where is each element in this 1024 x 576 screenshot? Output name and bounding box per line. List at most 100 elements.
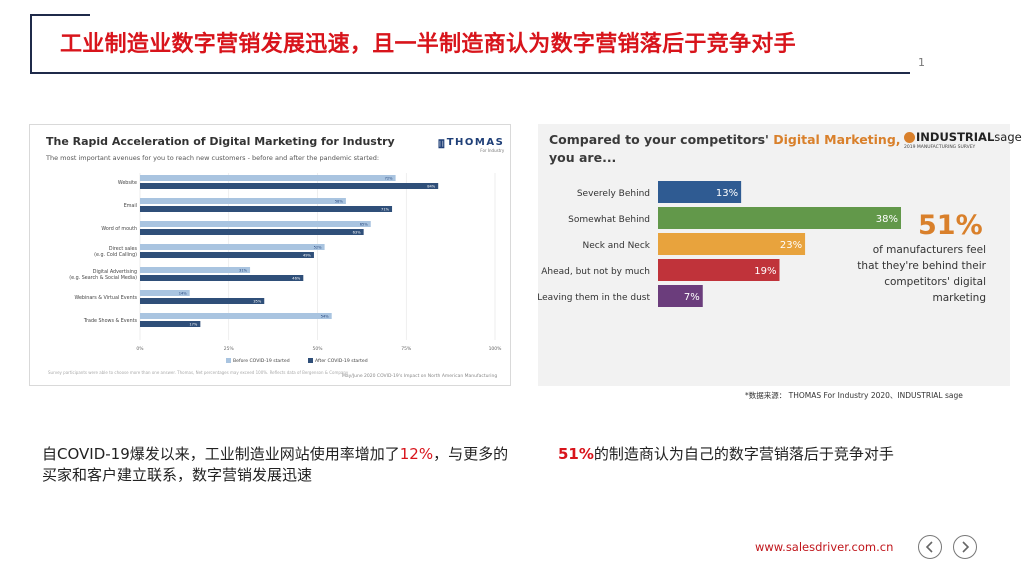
bar-value-label: 35% xyxy=(253,300,262,304)
category-label: Neck and Neck xyxy=(582,241,650,251)
chevron-left-icon xyxy=(925,541,933,553)
thomas-chart: 0% 25% 50% 75% 100% Website 72% 84% Email 58% 71% W… xyxy=(69,173,503,364)
category-label: Email xyxy=(124,203,137,209)
bar-value-label: 17% xyxy=(189,323,198,327)
legend-label: After COVID-19 started xyxy=(315,358,368,364)
x-tick-label: 0% xyxy=(136,346,144,352)
bar-value-label: 38% xyxy=(876,214,898,225)
category-label: (e.g. Cold Calling) xyxy=(94,252,137,258)
bar-value-label: 14% xyxy=(179,292,188,296)
caption-right-highlight: 51% xyxy=(558,445,594,463)
bar-value-label: 65% xyxy=(360,223,369,227)
bar-value-label: 63% xyxy=(353,231,362,235)
gear-icon xyxy=(904,131,915,143)
category-label: Ahead, but not by much xyxy=(541,267,650,277)
bar xyxy=(140,290,190,296)
bar-value-label: 7% xyxy=(684,292,700,303)
bar-value-label: 13% xyxy=(716,188,738,199)
category-label: Word of mouth xyxy=(101,226,137,232)
isage-title-prefix: Compared to your competitors' xyxy=(549,132,774,147)
category-label: Severely Behind xyxy=(577,189,650,199)
isage-logo-light: sage xyxy=(994,130,1022,144)
title-frame-left xyxy=(30,14,32,72)
bar xyxy=(140,198,346,204)
bar-value-label: 58% xyxy=(335,200,344,204)
thomas-logo-text: THOMAS xyxy=(446,137,505,148)
page-number: 1 xyxy=(918,56,925,69)
thomas-logo-sub: For Industry xyxy=(480,148,505,153)
category-label: Trade Shows & Events xyxy=(83,318,138,324)
isage-title-highlight: Digital Marketing, xyxy=(773,132,901,147)
thomas-logo: ⫾⫾ THOMAS For Industry xyxy=(438,137,504,153)
bar-value-label: 49% xyxy=(303,254,312,258)
bar xyxy=(140,221,371,227)
thomas-chart-title: The Rapid Acceleration of Digital Market… xyxy=(46,135,395,148)
x-tick-label: 50% xyxy=(312,346,323,352)
legend-swatch xyxy=(226,358,231,363)
bar xyxy=(140,252,314,258)
title-frame-top xyxy=(30,14,90,16)
bar xyxy=(140,267,251,273)
category-label: Website xyxy=(118,180,137,186)
thomas-logo-icon: ⫾⫾ xyxy=(438,136,445,150)
bar-value-label: 84% xyxy=(427,185,436,189)
data-source-note: *数据来源： THOMAS For Industry 2020、INDUSTRI… xyxy=(745,391,963,400)
industrial-sage-logo: INDUSTRIAL sage 2019 MANUFACTURING SURVEY xyxy=(904,130,1022,150)
bar xyxy=(140,206,393,212)
bar xyxy=(140,244,325,250)
caption-left-highlight: 12% xyxy=(399,445,434,463)
headline-percentage: 51% xyxy=(918,210,983,241)
slide-title: 工业制造业数字营销发展迅速，且一半制造商认为数字营销落后于竞争对手 xyxy=(60,32,796,57)
bar-value-label: 72% xyxy=(385,177,394,181)
category-label: (e.g. Search & Social Media) xyxy=(69,275,137,281)
bar xyxy=(140,183,439,189)
legend-swatch xyxy=(308,358,313,363)
isage-logo-bold: INDUSTRIAL xyxy=(916,130,995,144)
category-label: Leaving them in the dust xyxy=(538,293,650,303)
chevron-right-icon xyxy=(962,541,970,553)
website-link[interactable]: www.salesdriver.com.cn xyxy=(755,540,894,554)
bar-value-label: 23% xyxy=(780,240,802,251)
next-slide-button[interactable] xyxy=(953,535,977,559)
bar xyxy=(140,313,332,319)
bar-value-label: 71% xyxy=(381,208,390,212)
bar-value-label: 46% xyxy=(292,277,301,281)
bar xyxy=(140,275,304,281)
thomas-chart-footnote: Survey participants were able to choose … xyxy=(48,370,349,375)
legend-label: Before COVID-19 started xyxy=(233,358,290,364)
category-label: Digital Advertising xyxy=(93,269,137,275)
category-label: Direct sales xyxy=(109,246,138,252)
caption-left: 自COVID-19爆发以来，工业制造业网站使用率增加了12%，与更多的买家和客户… xyxy=(42,444,512,486)
bar-value-label: 31% xyxy=(239,269,248,273)
bar-value-label: 52% xyxy=(314,246,323,250)
prev-slide-button[interactable] xyxy=(918,535,942,559)
bar xyxy=(140,321,201,327)
title-underline xyxy=(30,72,910,74)
bar xyxy=(658,233,806,255)
bar xyxy=(658,181,742,203)
caption-right-suffix: 的制造商认为自己的数字营销落后于竞争对手 xyxy=(593,445,894,463)
bar xyxy=(658,285,703,307)
isage-chart-card: Severely Behind 13% Somewhat Behind 38% Neck… xyxy=(538,124,1022,386)
isage-chart-title-line2: you are... xyxy=(549,150,617,165)
isage-chart: Severely Behind 13% Somewhat Behind 38% Neck… xyxy=(538,181,901,307)
bar xyxy=(658,207,901,229)
isage-chart-title: Compared to your competitors' Digital Ma… xyxy=(549,132,901,147)
caption-right: 51%的制造商认为自己的数字营销落后于竞争对手 xyxy=(558,444,894,465)
bar-value-label: 54% xyxy=(321,315,330,319)
headline-description: of manufacturers feel that they're behin… xyxy=(857,244,986,304)
bar xyxy=(658,259,780,281)
x-tick-label: 100% xyxy=(489,346,503,352)
bar xyxy=(140,175,396,181)
thomas-chart-source: May/June 2020 COVID-19's Impact on North… xyxy=(342,374,498,379)
isage-logo-sub: 2019 MANUFACTURING SURVEY xyxy=(904,145,976,150)
bar-value-label: 19% xyxy=(754,266,776,277)
x-tick-label: 75% xyxy=(401,346,412,352)
x-tick-label: 25% xyxy=(224,346,235,352)
bar xyxy=(140,229,364,235)
category-label: Somewhat Behind xyxy=(568,215,650,225)
category-label: Webinars & Virtual Events xyxy=(75,295,138,301)
thomas-chart-subtitle: The most important avenues for you to re… xyxy=(46,154,380,162)
bar xyxy=(140,298,265,304)
thomas-chart-card: 0% 25% 50% 75% 100% Website 72% 84% Email 58% 71% W… xyxy=(29,124,511,386)
